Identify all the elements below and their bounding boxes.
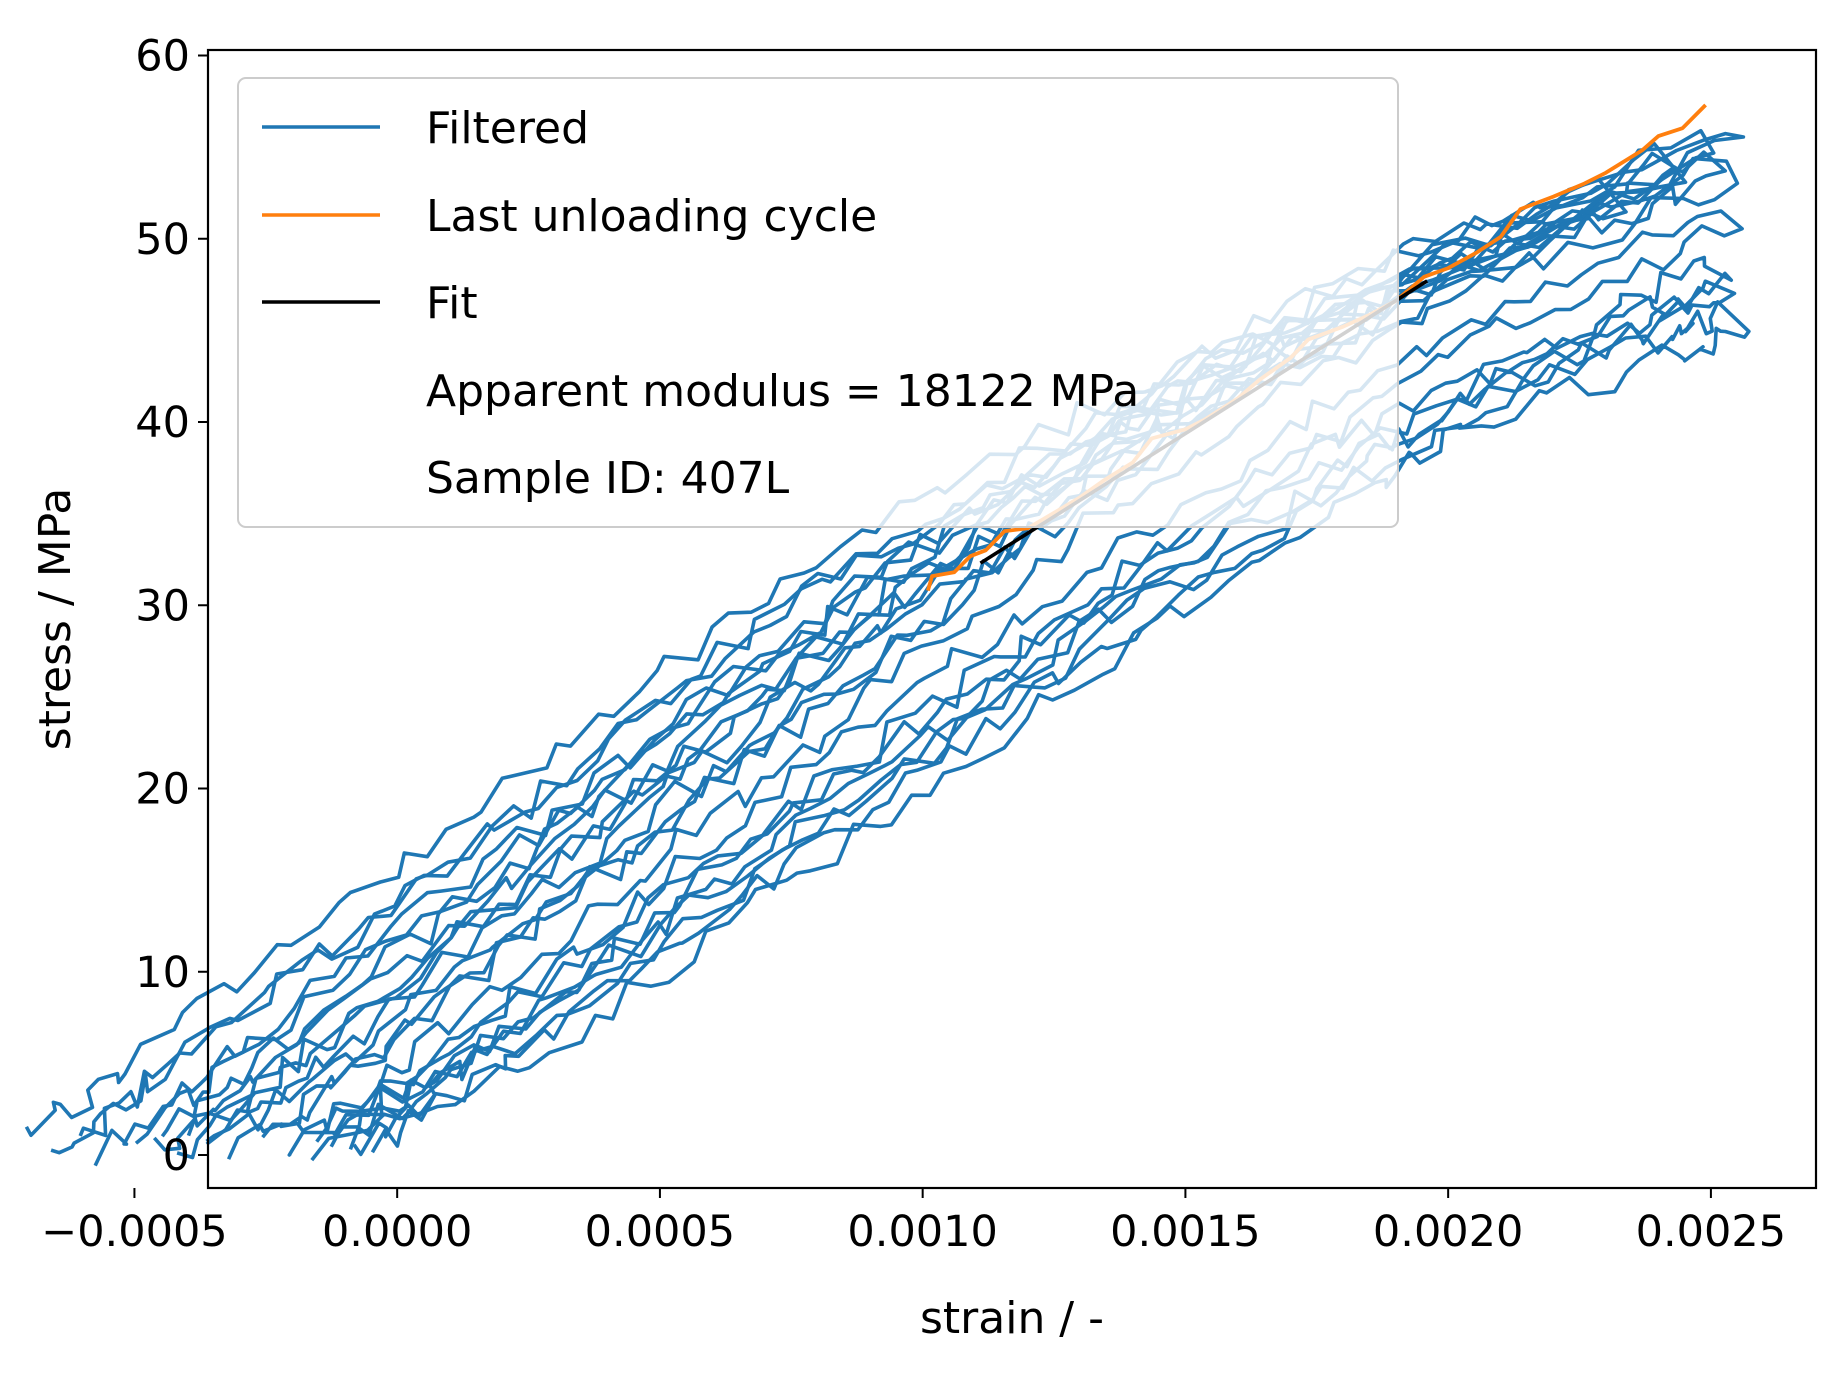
filtered-cycle-line [261, 156, 1740, 1157]
y-tick-label: 50 [135, 215, 190, 265]
y-axis-ticks: 0 10 20 30 40 50 60 [135, 31, 208, 1181]
y-tick-label: 20 [135, 765, 190, 815]
filtered-cycle-line [205, 131, 1746, 1160]
filtered-cycle-line [78, 151, 1676, 1167]
legend-label-last-unloading: Last unloading cycle [426, 191, 877, 242]
y-tick-label: 0 [163, 1131, 190, 1181]
x-tick-label: 0.0020 [1373, 1207, 1523, 1257]
filtered-cycle-line [315, 279, 1737, 1143]
x-tick-label: 0.0010 [847, 1207, 997, 1257]
x-tick-label: 0.0025 [1636, 1207, 1786, 1257]
filtered-cycle-line [348, 255, 1734, 1154]
filtered-cycle-line [24, 177, 1628, 1155]
x-tick-label: 0.0015 [1110, 1207, 1260, 1257]
x-axis-ticks: −0.0005 0.0000 0.0005 0.0010 0.0015 0.0020 0.0… [41, 1188, 1786, 1257]
x-tick-label: 0.0005 [585, 1207, 735, 1257]
x-tick-label: −0.0005 [41, 1207, 228, 1257]
legend: Filtered Last unloading cycle Fit Appare… [237, 77, 1399, 528]
axes-frame [206, 48, 1818, 1190]
filtered-cycle-line [296, 300, 1751, 1162]
filtered-cycle-line [134, 150, 1727, 1152]
x-axis-label: strain / - [920, 1293, 1104, 1344]
legend-box [237, 77, 1399, 528]
filtered-cycle-line [329, 209, 1744, 1157]
x-tick-label: 0.0000 [322, 1207, 472, 1257]
legend-note-modulus: Apparent modulus = 18122 MPa [426, 366, 1139, 417]
y-tick-label: 30 [135, 581, 190, 631]
legend-label-fit: Fit [426, 278, 478, 329]
legend-note-sample-id: Sample ID: 407L [426, 453, 790, 504]
y-tick-label: 10 [135, 948, 190, 998]
y-tick-label: 40 [135, 398, 190, 448]
y-tick-label: 60 [135, 31, 190, 81]
y-axis-label: stress / MPa [30, 488, 81, 751]
legend-label-filtered: Filtered [426, 103, 589, 154]
